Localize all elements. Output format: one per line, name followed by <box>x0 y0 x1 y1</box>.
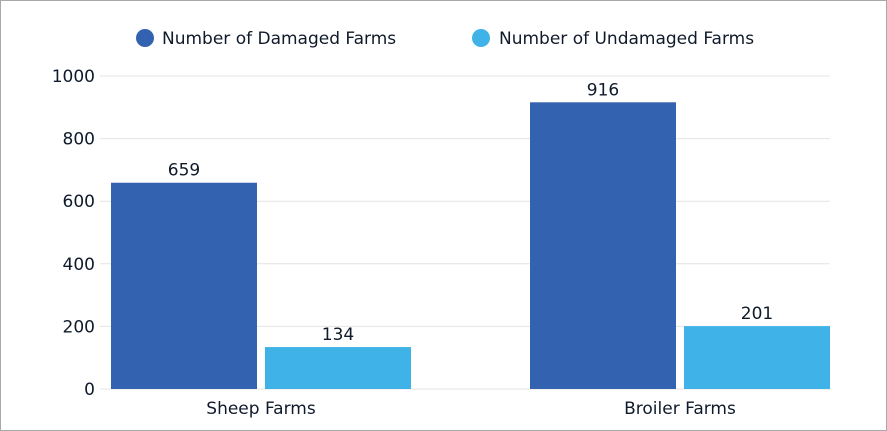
legend-label: Number of Undamaged Farms <box>499 29 754 49</box>
data-label: 134 <box>322 325 354 345</box>
bars <box>111 102 830 390</box>
legend-swatch <box>472 29 490 47</box>
y-tick-label: 800 <box>63 130 95 150</box>
y-tick-label: 200 <box>63 317 95 337</box>
y-tick-label: 0 <box>84 380 95 400</box>
data-labels: 659 134 916 201 <box>168 80 773 345</box>
legend-label: Number of Damaged Farms <box>162 29 396 49</box>
y-tick-label: 1000 <box>52 67 95 87</box>
x-category-label: Broiler Farms <box>624 399 736 419</box>
y-tick-label: 400 <box>63 255 95 275</box>
data-label: 659 <box>168 161 200 181</box>
data-label: 916 <box>587 80 619 100</box>
x-axis-category-labels: Sheep Farms Broiler Farms <box>206 399 736 419</box>
data-label: 201 <box>741 304 773 324</box>
legend-swatch <box>136 29 154 47</box>
x-category-label: Sheep Farms <box>206 399 316 419</box>
legend: Number of Damaged Farms Number of Undamag… <box>136 29 754 49</box>
bar-damaged <box>111 182 257 389</box>
bar-damaged <box>530 102 676 390</box>
bar-undamaged <box>265 347 411 389</box>
bar-undamaged <box>684 326 830 389</box>
y-tick-label: 600 <box>63 192 95 212</box>
y-axis-tick-labels: 0 200 400 600 800 1000 <box>52 67 95 400</box>
